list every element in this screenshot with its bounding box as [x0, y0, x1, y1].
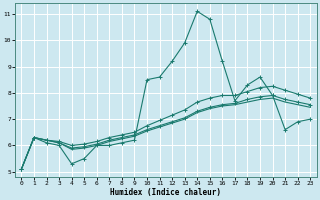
X-axis label: Humidex (Indice chaleur): Humidex (Indice chaleur): [110, 188, 221, 197]
